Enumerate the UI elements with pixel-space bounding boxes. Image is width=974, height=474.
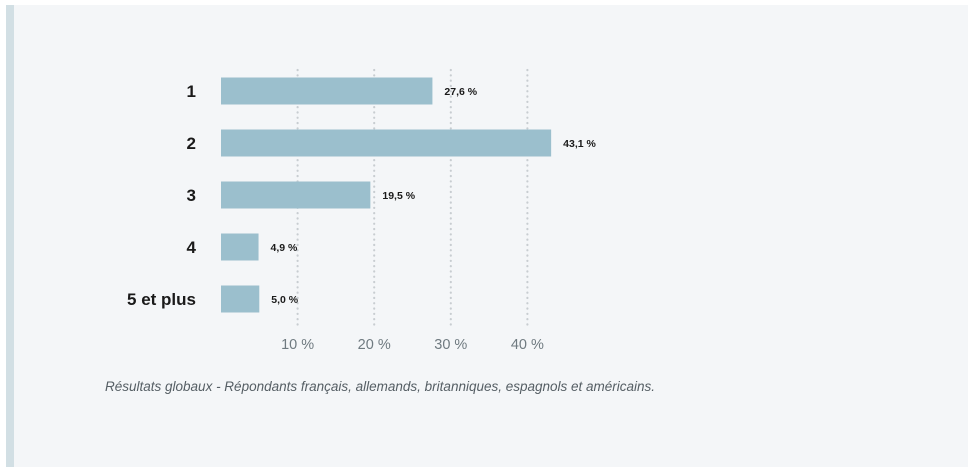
left-accent-bar — [6, 5, 14, 467]
chart-panel — [6, 5, 968, 467]
bar — [221, 77, 433, 105]
category-label: 2 — [187, 134, 196, 153]
bar — [221, 181, 371, 209]
bar — [221, 233, 259, 261]
category-label: 1 — [187, 82, 196, 101]
chart-caption: Résultats globaux - Répondants français,… — [105, 379, 656, 394]
bar — [221, 129, 552, 157]
x-tick-label: 20 % — [358, 337, 391, 353]
category-label: 4 — [187, 238, 197, 257]
value-label: 27,6 % — [444, 86, 477, 98]
value-label: 4,9 % — [271, 242, 299, 254]
bar — [221, 285, 260, 313]
value-label: 19,5 % — [382, 190, 415, 202]
category-label: 3 — [187, 186, 196, 205]
x-tick-label: 40 % — [511, 337, 544, 353]
x-tick-label: 30 % — [434, 337, 467, 353]
value-label: 5,0 % — [271, 294, 299, 306]
x-tick-label: 10 % — [281, 337, 314, 353]
category-label: 5 et plus — [127, 290, 196, 309]
value-label: 43,1 % — [563, 138, 596, 150]
